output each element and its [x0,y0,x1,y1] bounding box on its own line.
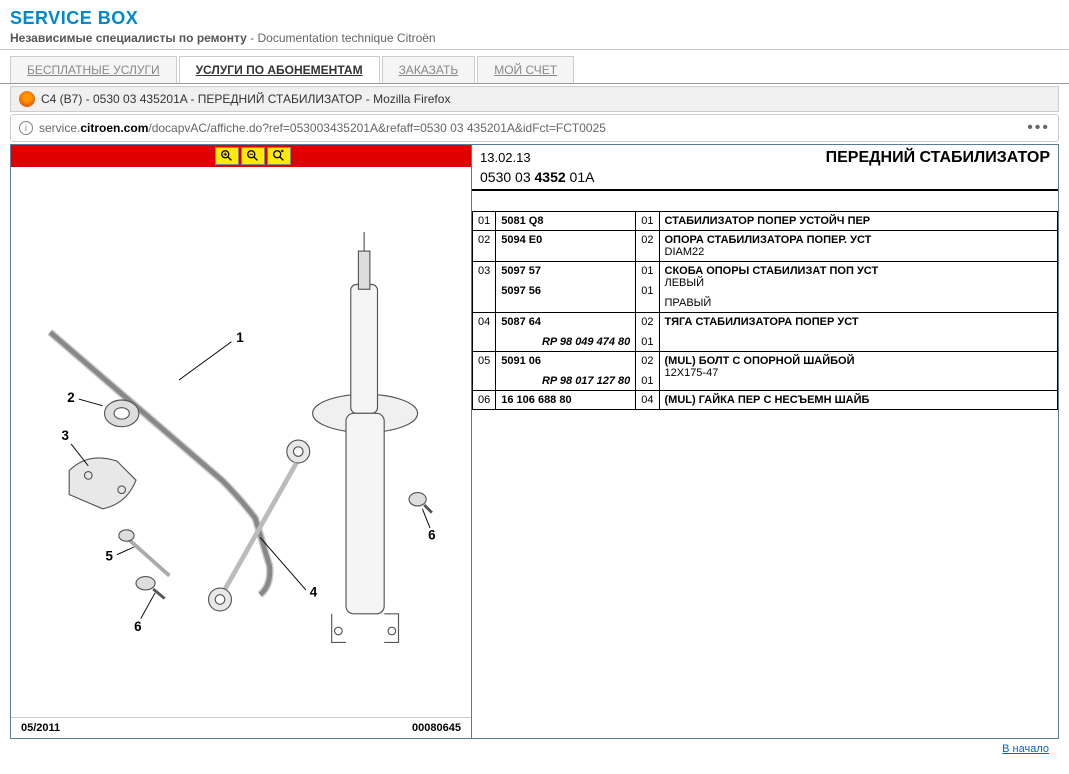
callout-6b: 6 [428,527,435,542]
parts-header: 13.02.13 ПЕРЕДНИЙ СТАБИЛИЗАТОР 0530 03 4… [472,145,1058,191]
table-row[interactable]: 015081 Q801СТАБИЛИЗАТОР ПОПЕР УСТОЙЧ ПЕР [473,212,1058,231]
doc-date: 13.02.13 [480,150,531,165]
doc-ref: 0530 03 4352 01A [480,169,1050,185]
parts-diagram: 1 2 3 4 5 6 6 [31,187,451,697]
parts-table: 015081 Q801СТАБИЛИЗАТОР ПОПЕР УСТОЙЧ ПЕР… [472,211,1058,410]
tab-заказать[interactable]: ЗАКАЗАТЬ [382,56,476,83]
info-icon[interactable]: i [19,121,33,135]
callout-1: 1 [236,330,244,345]
parts-pane: 13.02.13 ПЕРЕДНИЙ СТАБИЛИЗАТОР 0530 03 4… [471,145,1058,738]
callout-6a: 6 [134,619,141,634]
logo: SERVICE BOX [10,8,1059,29]
zoom-fit-icon[interactable] [267,147,291,165]
url-bar[interactable]: i service.citroen.com/docapvAC/affiche.d… [10,114,1059,142]
more-icon[interactable]: ••• [1027,119,1050,137]
table-row[interactable]: 025094 E002ОПОРА СТАБИЛИЗАТОРА ПОПЕР. УС… [473,231,1058,262]
diagram-code: 00080645 [412,722,461,734]
diagram-pane: 1 2 3 4 5 6 6 05/2011 00080645 [11,145,471,738]
footer: В начало [0,739,1069,755]
callout-5: 5 [105,548,113,563]
doc-title: ПЕРЕДНИЙ СТАБИЛИЗАТОР [826,149,1050,167]
url-text: service.citroen.com/docapvAC/affiche.do?… [39,121,1027,135]
tab-мой-счет[interactable]: МОЙ СЧЕТ [477,56,574,83]
diagram-area[interactable]: 1 2 3 4 5 6 6 [11,167,471,717]
zoom-toolbar [11,145,471,167]
table-row[interactable]: 045087 64RP 98 049 474 800201ТЯГА СТАБИЛ… [473,313,1058,352]
firefox-icon [19,91,35,107]
content-pane: 1 2 3 4 5 6 6 05/2011 00080645 13.02.13 … [10,144,1059,739]
tab-услуги-по-абонементам[interactable]: УСЛУГИ ПО АБОНЕМЕНТАМ [179,56,380,83]
page-header: SERVICE BOX Независимые специалисты по р… [0,0,1069,50]
zoom-in-icon[interactable] [215,147,239,165]
back-to-top-link[interactable]: В начало [1002,743,1049,755]
subtitle: Независимые специалисты по ремонту - Doc… [10,31,1059,45]
callout-2: 2 [67,390,74,405]
diagram-date: 05/2011 [21,722,60,734]
table-row[interactable]: 055091 06RP 98 017 127 800201(MUL) БОЛТ … [473,352,1058,391]
browser-tab: C4 (B7) - 0530 03 435201A - ПЕРЕДНИЙ СТА… [10,86,1059,112]
table-row[interactable]: 035097 575097 560101СКОБА ОПОРЫ СТАБИЛИЗ… [473,262,1058,313]
callout-3: 3 [62,428,69,443]
zoom-out-icon[interactable] [241,147,265,165]
tab-бесплатные-услуги[interactable]: БЕСПЛАТНЫЕ УСЛУГИ [10,56,177,83]
nav-tabs: БЕСПЛАТНЫЕ УСЛУГИУСЛУГИ ПО АБОНЕМЕНТАМЗА… [0,56,1069,84]
diagram-footer: 05/2011 00080645 [11,717,471,738]
callout-4: 4 [310,585,318,600]
table-row[interactable]: 0616 106 688 8004(MUL) ГАЙКА ПЕР С НЕСЪЕ… [473,391,1058,410]
browser-title: C4 (B7) - 0530 03 435201A - ПЕРЕДНИЙ СТА… [41,92,450,106]
